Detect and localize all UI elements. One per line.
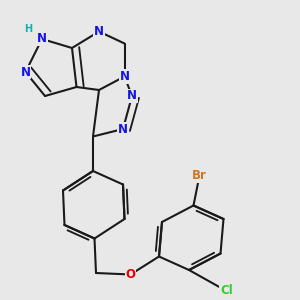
Text: Br: Br [192,169,207,182]
Text: N: N [20,65,31,79]
Text: H: H [24,23,33,34]
Text: N: N [127,89,137,103]
Text: N: N [37,32,47,46]
Text: Cl: Cl [220,284,233,298]
Text: N: N [94,25,104,38]
Text: N: N [118,122,128,136]
Text: N: N [119,70,130,83]
Text: O: O [125,268,136,281]
